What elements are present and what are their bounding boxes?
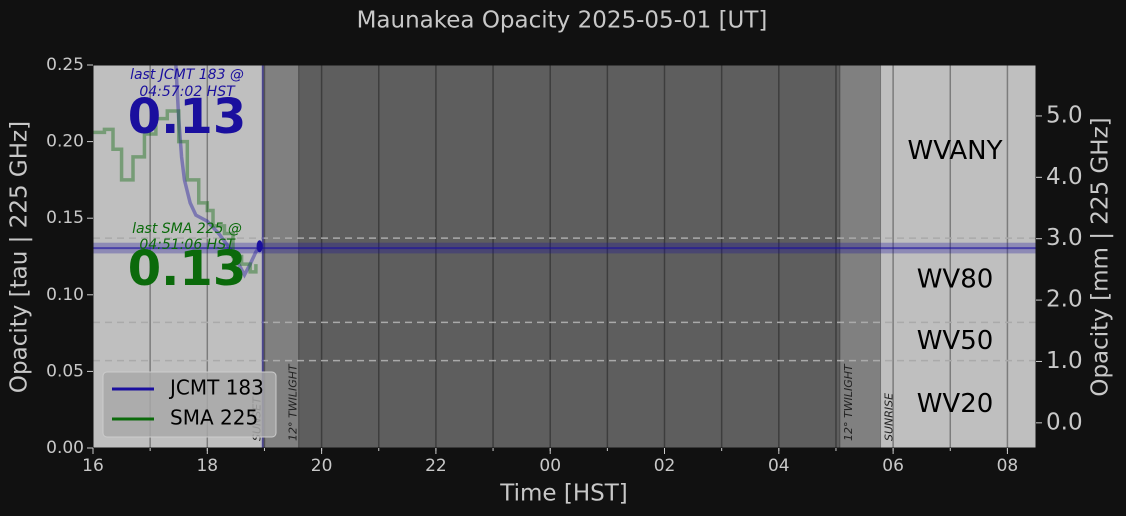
annotation-value: 0.13 xyxy=(128,89,246,145)
annotation-text: last SMA 225 @ xyxy=(132,221,242,237)
legend-label: SMA 225 xyxy=(170,406,258,430)
series-line xyxy=(93,109,258,274)
event-label: SUNRISE xyxy=(883,393,896,441)
y2-tick-label: 4.0 xyxy=(1046,164,1083,190)
x-tick-label: 06 xyxy=(882,456,904,476)
period xyxy=(880,65,1036,448)
wv-band-label: WVANY xyxy=(908,136,1003,166)
x-tick-label: 22 xyxy=(425,456,447,476)
y2-tick-label: 5.0 xyxy=(1046,102,1083,128)
annotation-value: 0.13 xyxy=(128,241,246,297)
y-tick-label: 0.05 xyxy=(46,361,84,381)
y-tick-label: 0.20 xyxy=(46,132,84,152)
x-tick-label: 02 xyxy=(654,456,676,476)
annotation-text: last JCMT 183 @ xyxy=(130,67,244,83)
y-tick-label: 0.25 xyxy=(46,55,84,75)
x-axis-label: Time [HST] xyxy=(499,481,628,507)
wv-band-label: WV80 xyxy=(917,265,994,295)
wv-band-label: WV20 xyxy=(917,389,994,419)
annotation-text: 04:51:06 HST xyxy=(139,237,236,253)
wv-band-label: WV50 xyxy=(917,326,994,356)
legend-label: JCMT 183 xyxy=(168,376,264,400)
y2-tick-label: 2.0 xyxy=(1046,287,1083,313)
y2-tick-label: 3.0 xyxy=(1046,225,1083,251)
x-tick-label: 08 xyxy=(997,456,1019,476)
x-tick-label: 20 xyxy=(311,456,333,476)
y-axis-label: Opacity [tau | 225 GHz] xyxy=(7,121,33,393)
x-tick-label: 00 xyxy=(539,456,561,476)
event-label: 12° TWILIGHT xyxy=(842,363,855,441)
y2-axis-label: Opacity [mm | 225 GHz] xyxy=(1088,117,1114,396)
period xyxy=(839,65,881,448)
period xyxy=(298,65,840,448)
y-tick-label: 0.10 xyxy=(46,285,84,305)
y2-tick-label: 0.0 xyxy=(1046,409,1083,435)
event-label: 12° TWILIGHT xyxy=(287,363,300,441)
y2-tick-label: 1.0 xyxy=(1046,348,1083,374)
legend: JCMT 183 SMA 225 xyxy=(102,371,277,438)
x-tick-label: 16 xyxy=(82,456,104,476)
last-point xyxy=(256,240,263,253)
x-tick-label: 04 xyxy=(768,456,790,476)
series-line xyxy=(174,64,263,279)
x-tick-label: 18 xyxy=(196,456,218,476)
chart-title: Maunakea Opacity 2025-05-01 [UT] xyxy=(357,8,768,34)
plot-frame xyxy=(92,64,1037,449)
y-tick-label: 0.00 xyxy=(46,438,84,458)
annotation-text: 04:57:02 HST xyxy=(139,84,236,100)
y-tick-label: 0.15 xyxy=(46,208,84,228)
